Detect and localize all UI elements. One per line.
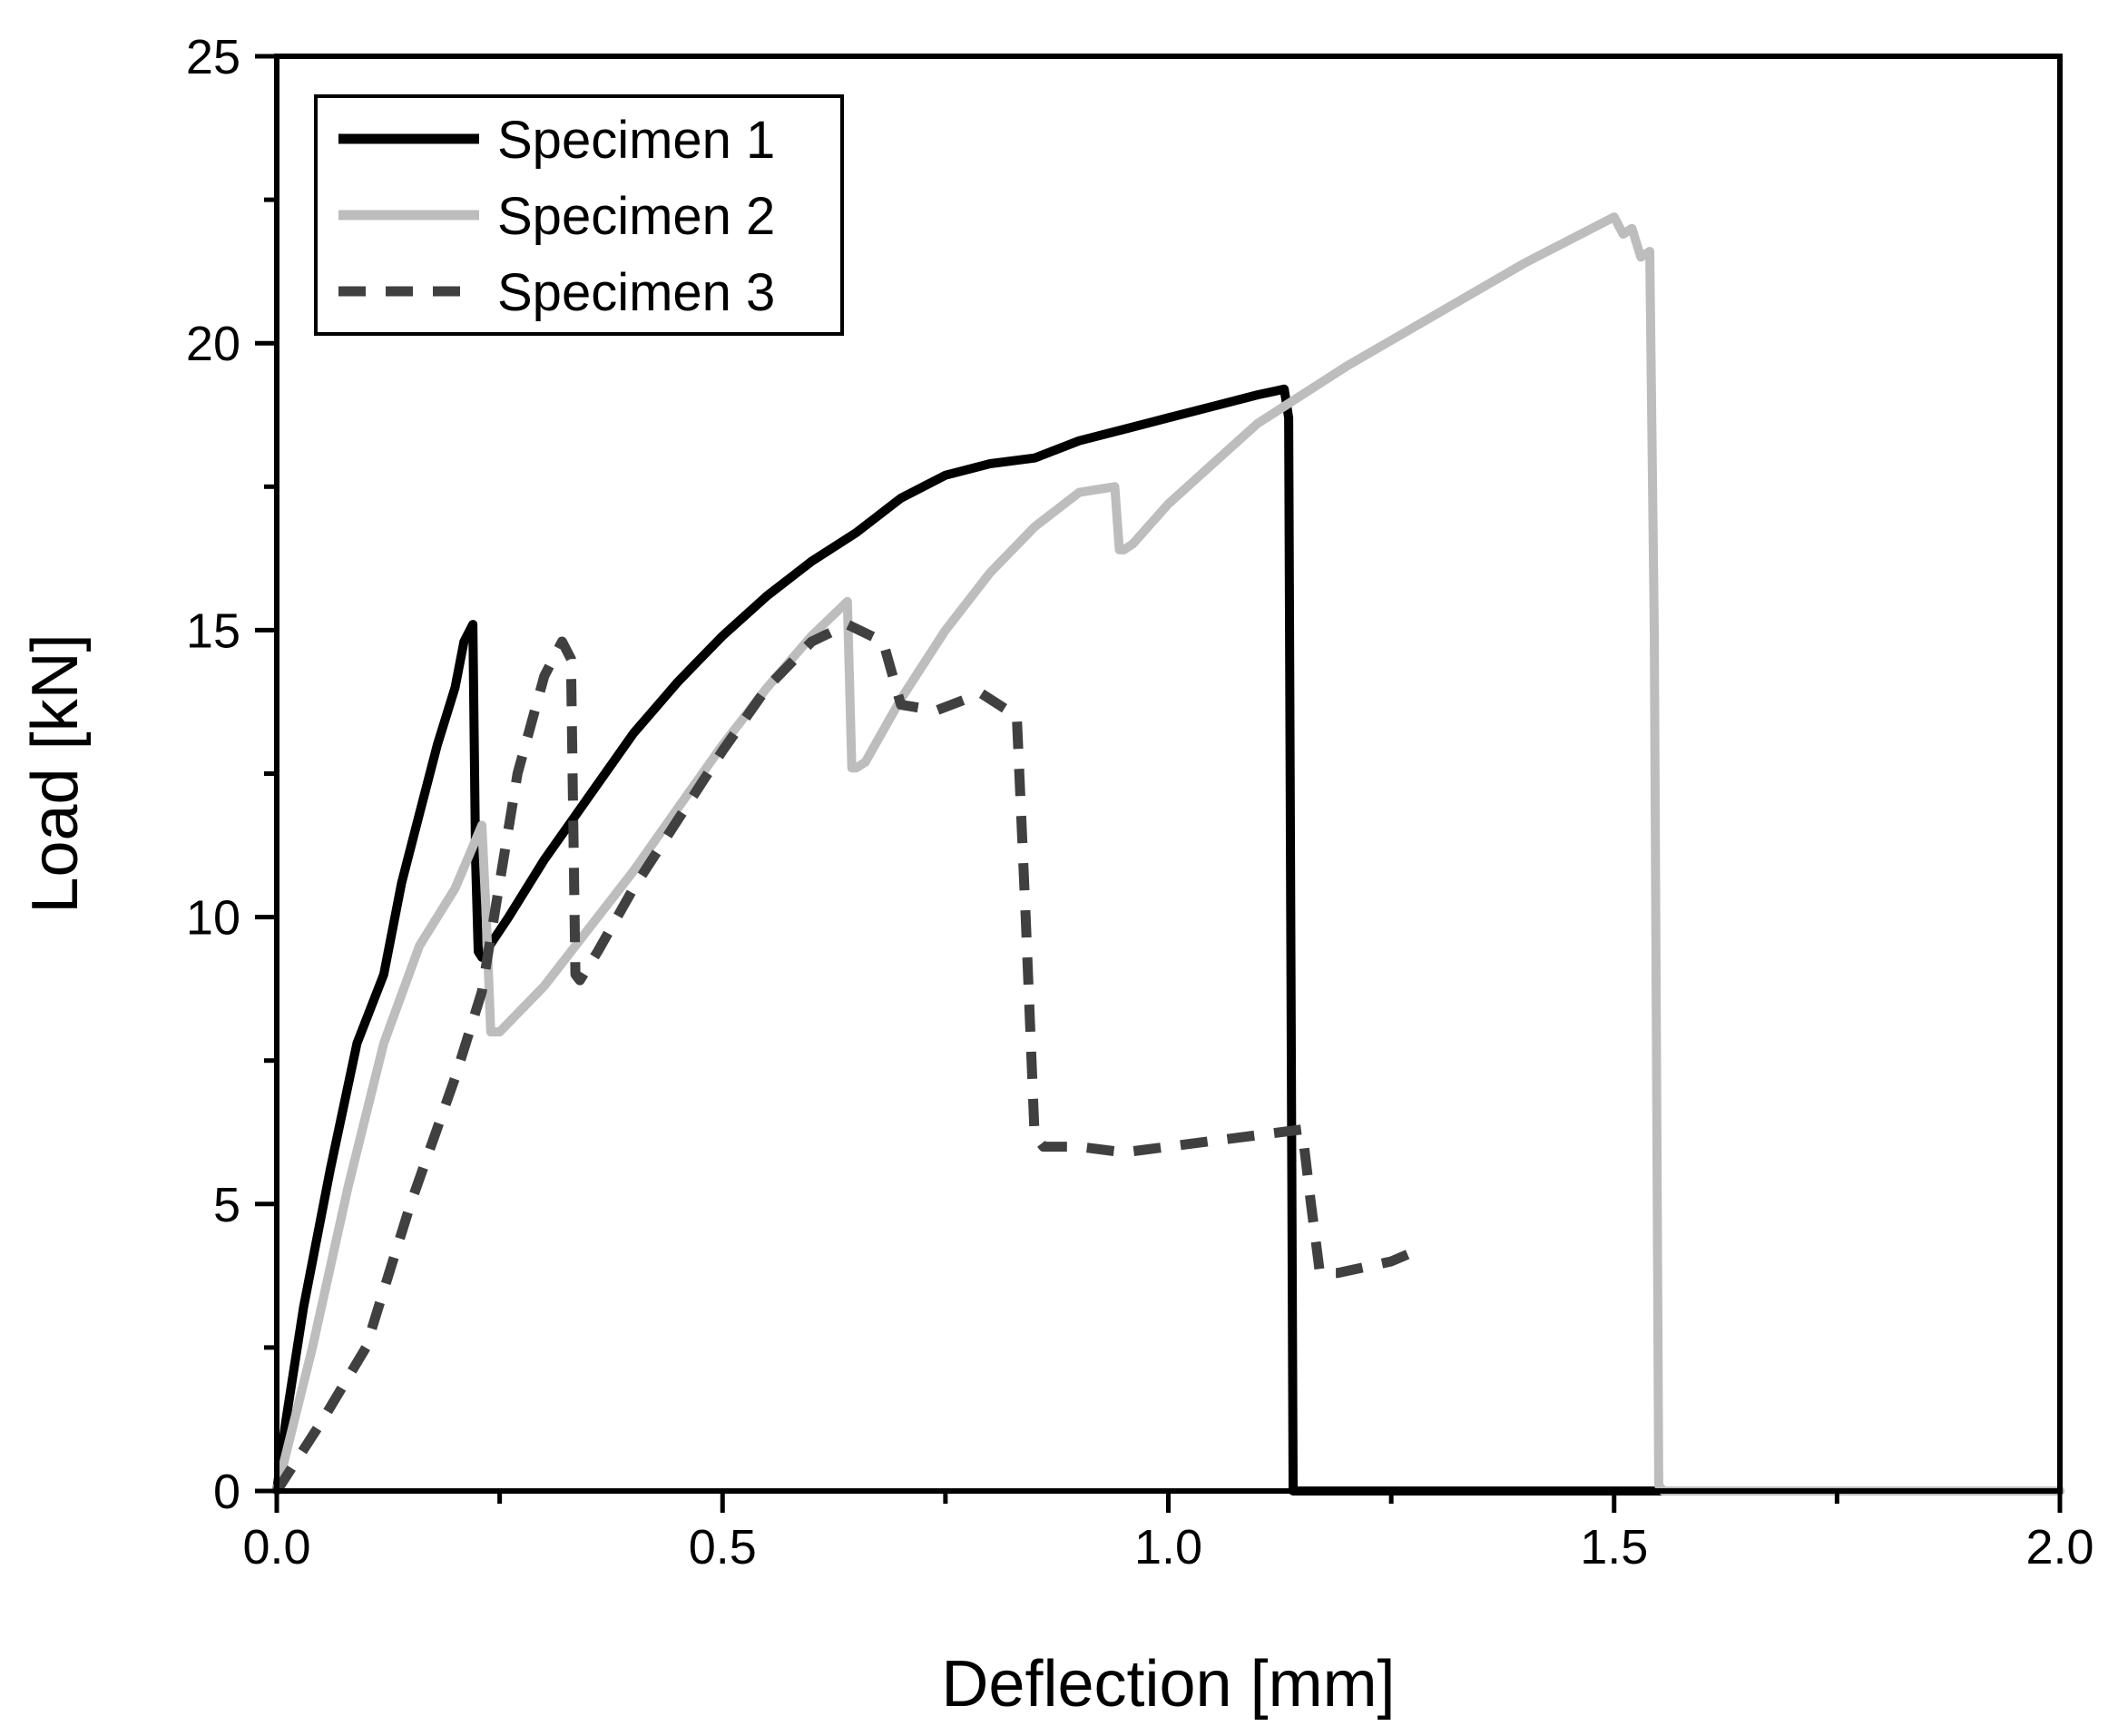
- series-layer: [272, 212, 2064, 1496]
- x-tick-label: 1.5: [1580, 1520, 1648, 1574]
- x-tick-label: 1.0: [1134, 1520, 1202, 1574]
- legend-label-3: Specimen 3: [497, 263, 775, 322]
- legend: Specimen 1 Specimen 2 Specimen 3: [314, 94, 844, 336]
- legend-label-1: Specimen 1: [497, 111, 775, 170]
- x-axis-title: Deflection [mm]: [941, 1648, 1395, 1721]
- y-tick-label: 5: [213, 1178, 240, 1232]
- series-line-1: [272, 384, 2064, 1496]
- y-axis-title: Load [kN]: [19, 633, 92, 913]
- y-tick-label: 20: [186, 317, 240, 371]
- y-tick-label: 0: [213, 1465, 240, 1519]
- y-tick-label: 25: [186, 30, 240, 84]
- x-tick-label: 0.0: [242, 1520, 310, 1574]
- y-tick-label: 10: [186, 891, 240, 946]
- x-tick-label: 2.0: [2025, 1520, 2093, 1574]
- series-line-3: [272, 619, 1420, 1494]
- x-tick-label: 0.5: [689, 1520, 757, 1574]
- series-line-2: [272, 212, 2064, 1496]
- y-tick-label: 15: [186, 603, 240, 658]
- legend-label-2: Specimen 2: [497, 187, 775, 246]
- ticks-layer: 0.0 0.5 1.0 1.5 2.0 0 5 10 15 20 25: [186, 30, 2094, 1574]
